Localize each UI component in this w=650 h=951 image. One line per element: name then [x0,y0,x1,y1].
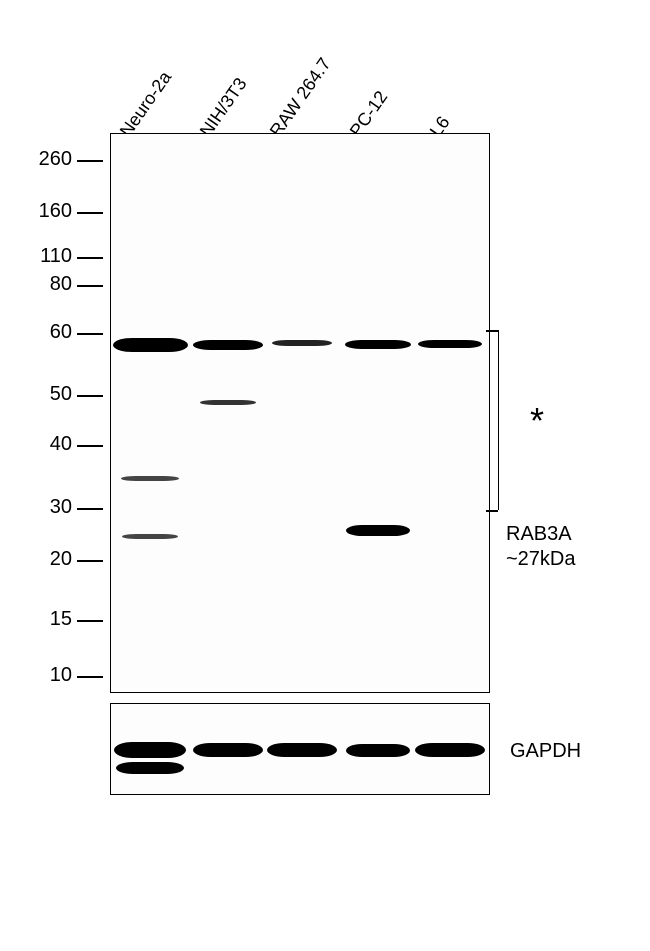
mw-tick-60 [77,333,103,335]
main-blot-frame [110,133,490,693]
target-label: RAB3A~27kDa [506,522,576,572]
target-name: RAB3A [506,522,576,547]
mw-label-10: 10 [12,664,72,687]
band-gapdh-2 [193,743,263,757]
mw-label-160: 160 [12,200,72,223]
lane-label-1: NIH/3T3 [196,74,252,141]
mw-tick-260 [77,160,103,162]
band-main-5 [200,400,256,405]
asterisk-nonspecific: * [530,400,544,442]
mw-tick-80 [77,285,103,287]
mw-label-30: 30 [12,496,72,519]
band-main-7 [122,534,178,539]
mw-label-50: 50 [12,383,72,406]
target-mw: ~27kDa [506,547,576,572]
band-gapdh-5 [415,743,485,757]
band-gapdh-3 [267,743,337,757]
mw-label-260: 260 [12,148,72,171]
band-gapdh-0 [114,742,186,758]
band-gapdh-4 [346,744,410,757]
lane-label-0: Neuro-2a [116,67,176,141]
mw-tick-15 [77,620,103,622]
nonspecific-bracket-bottom [486,510,498,512]
gapdh-label: GAPDH [510,740,581,763]
mw-tick-160 [77,212,103,214]
mw-label-60: 60 [12,321,72,344]
mw-tick-50 [77,395,103,397]
band-main-8 [346,525,410,536]
band-main-4 [418,340,482,348]
nonspecific-bracket [498,330,499,510]
mw-tick-110 [77,257,103,259]
mw-label-80: 80 [12,273,72,296]
mw-label-15: 15 [12,608,72,631]
band-main-1 [193,340,263,350]
band-main-2 [272,340,332,346]
mw-tick-40 [77,445,103,447]
mw-label-110: 110 [12,245,72,268]
mw-label-40: 40 [12,433,72,456]
mw-label-20: 20 [12,548,72,571]
band-gapdh-1 [116,762,184,774]
mw-tick-20 [77,560,103,562]
nonspecific-bracket-top [486,330,498,332]
mw-tick-30 [77,508,103,510]
mw-tick-10 [77,676,103,678]
band-main-3 [345,340,411,349]
band-main-6 [121,476,179,481]
band-main-0 [113,338,188,352]
lane-label-2: RAW 264.7 [266,54,336,141]
